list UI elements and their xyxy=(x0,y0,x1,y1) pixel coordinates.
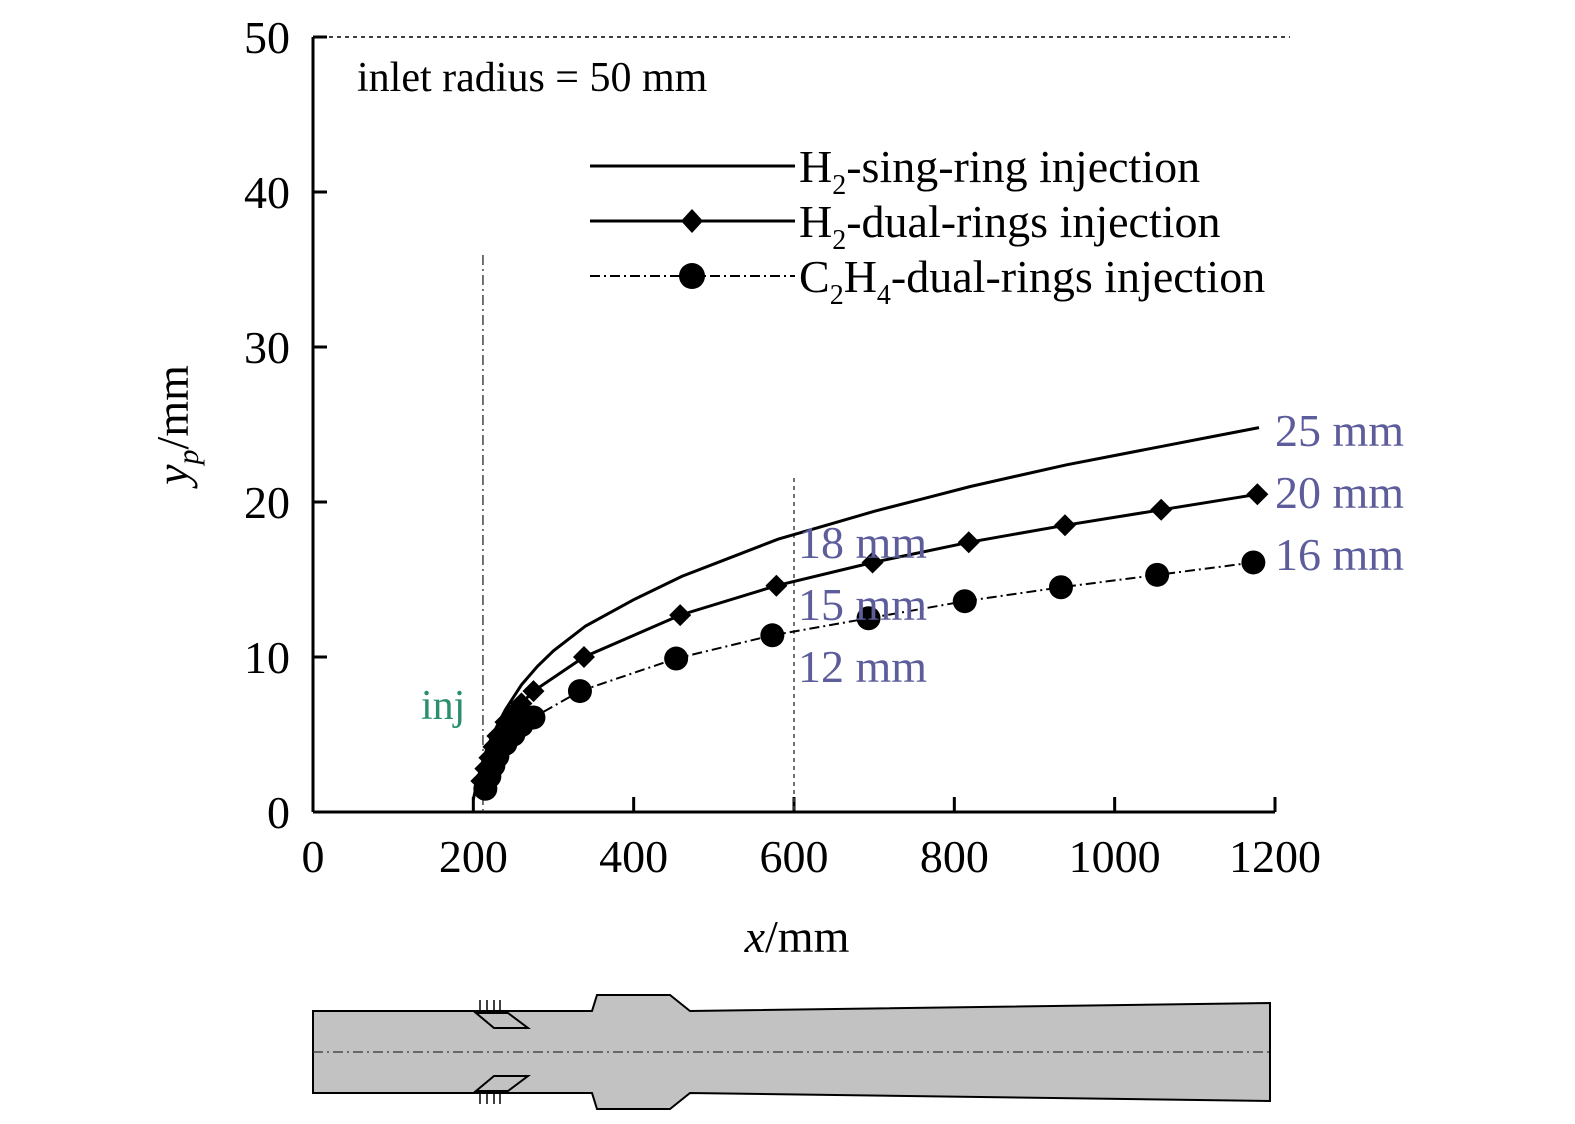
data-point-circle xyxy=(521,705,546,730)
data-point-diamond xyxy=(957,531,980,554)
inlet-radius-annotation: inlet radius = 50 mm xyxy=(357,55,708,101)
x-tick-label: 600 xyxy=(760,831,829,882)
x-tick-label: 800 xyxy=(920,831,989,882)
injector-ports-lower xyxy=(479,1093,501,1104)
y-axis-title: yp/mm xyxy=(147,365,205,489)
mid-label-c2h4-dual: 12 mm xyxy=(798,641,927,692)
data-point-diamond xyxy=(522,680,545,703)
reference-lines xyxy=(482,255,795,812)
data-point-diamond xyxy=(1053,514,1076,537)
legend-label-sing-ring: H2-sing-ring injection xyxy=(799,141,1200,201)
legend: H2-sing-ring injection H2-dual-rings inj… xyxy=(590,141,1265,311)
combustor-schematic xyxy=(312,994,1271,1110)
axis-ticks: 0 200 400 600 800 1000 1200 0 10 20 30 40 50 xyxy=(244,12,1321,882)
x-tick-label: 200 xyxy=(439,831,508,882)
end-label-c2h4-dual: 16 mm xyxy=(1275,529,1404,580)
data-point-circle xyxy=(664,646,689,671)
data-point-diamond xyxy=(494,711,517,734)
data-point-circle xyxy=(1048,575,1073,600)
data-point-diamond xyxy=(1150,498,1173,521)
legend-marker-diamond xyxy=(681,209,703,233)
legend-marker-circle xyxy=(679,263,705,289)
injector-upper xyxy=(473,1012,531,1029)
y-tick-label: 20 xyxy=(244,477,290,528)
x-axis-title: x/mm xyxy=(744,911,850,962)
x-tick-label: 1200 xyxy=(1229,831,1321,882)
end-label-h2-dual: 20 mm xyxy=(1275,467,1404,518)
data-point-circle xyxy=(567,679,592,704)
combustor-body xyxy=(312,994,1271,1110)
y-tick-label: 0 xyxy=(267,787,290,838)
data-point-diamond xyxy=(572,646,595,668)
legend-label-c2h4-dual: C2H4-dual-rings injection xyxy=(799,251,1265,311)
x-tick-label: 0 xyxy=(302,831,325,882)
injector-ports-upper xyxy=(479,1000,501,1011)
x-tick-label: 400 xyxy=(599,831,668,882)
data-point-diamond xyxy=(861,551,884,574)
data-point-circle xyxy=(1241,550,1266,575)
y-tick-label: 40 xyxy=(244,167,290,218)
y-tick-label: 30 xyxy=(244,322,290,373)
y-tick-label: 50 xyxy=(244,12,290,63)
end-label-sing-ring: 25 mm xyxy=(1275,405,1404,456)
data-point-circle xyxy=(760,623,785,648)
injector-lower xyxy=(473,1075,531,1092)
data-point-diamond xyxy=(1246,483,1269,506)
y-tick-label: 10 xyxy=(244,632,290,683)
data-point-circle xyxy=(856,606,881,631)
data-point-diamond xyxy=(669,604,692,627)
mid-label-h2-dual: 15 mm xyxy=(798,579,927,630)
inj-label: inj xyxy=(421,683,465,729)
series-layer xyxy=(470,426,1269,801)
data-point-circle xyxy=(1145,562,1170,587)
data-point-diamond xyxy=(765,574,788,597)
legend-label-h2-dual: H2-dual-rings injection xyxy=(799,196,1221,256)
data-point-circle xyxy=(952,589,977,614)
mid-label-sing-ring: 18 mm xyxy=(798,517,927,568)
x-tick-label: 1000 xyxy=(1069,831,1161,882)
